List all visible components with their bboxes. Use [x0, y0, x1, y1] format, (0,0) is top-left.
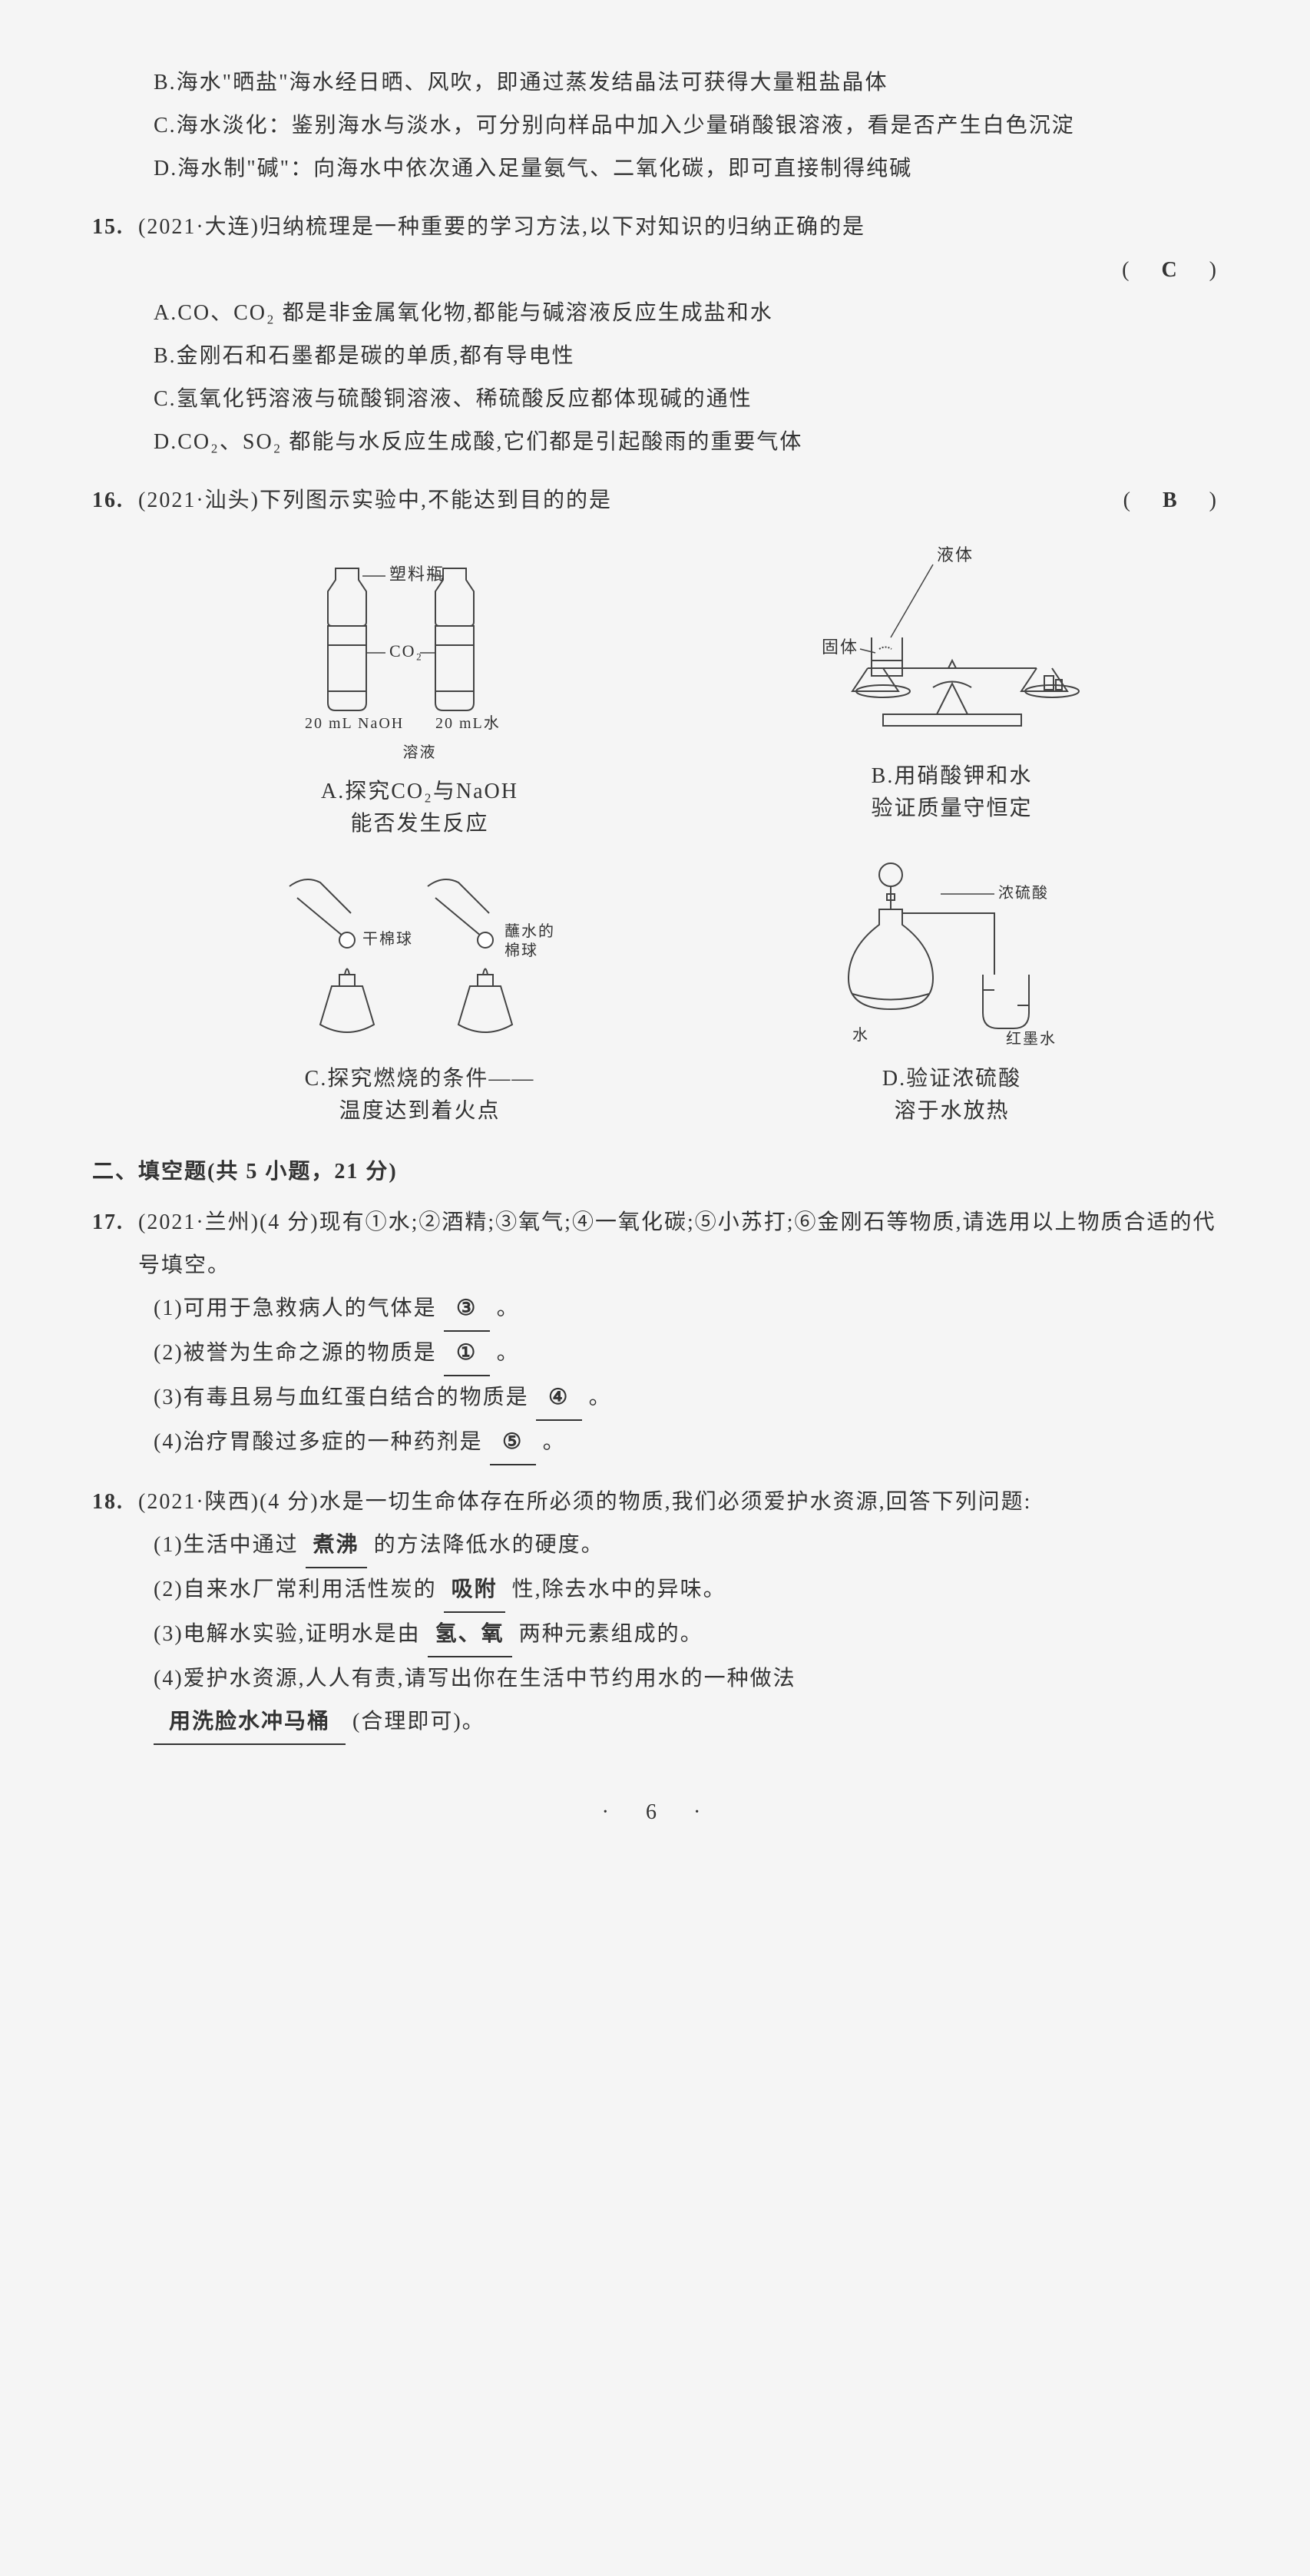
- svg-text:棉球: 棉球: [504, 942, 538, 959]
- q18-sub3-pre: (3)电解水实验,证明水是由: [154, 1622, 421, 1646]
- q18-num: 18.: [92, 1481, 138, 1524]
- q18-sub2: (2)自来水厂常利用活性炭的 吸附 性,除去水中的异味。: [92, 1568, 1218, 1613]
- q18-sub4: (4)爱护水资源,人人有责,请写出你在生活中节约用水的一种做法: [92, 1657, 1218, 1700]
- section2-header: 二、填空题(共 5 小题，21 分): [92, 1151, 1218, 1194]
- diagC-cap1: C.探究燃烧的条件——: [154, 1063, 686, 1095]
- q16-diagA: 塑料瓶 CO₂ 20 mL NaOH 20 mL水 溶液 A.探究CO₂与NaO…: [154, 538, 686, 840]
- q18-sub3-post: 两种元素组成的。: [519, 1622, 703, 1646]
- diagD-cap1: D.验证浓硫酸: [686, 1063, 1218, 1095]
- q17-sub1-ans: ③: [444, 1287, 490, 1332]
- q15-optB: B.金刚石和石墨都是碳的单质,都有导电性: [120, 335, 1218, 378]
- diagA-sub: 溶液: [154, 737, 686, 768]
- q17-sub4: (4)治疗胃酸过多症的一种药剂是 ⑤ 。: [92, 1421, 1218, 1465]
- q18-sub1: (1)生活中通过 煮沸 的方法降低水的硬度。: [92, 1524, 1218, 1568]
- diagB-cap1: B.用硝酸钾和水: [686, 760, 1218, 793]
- q17-sub3-post: 。: [589, 1386, 612, 1409]
- svg-text:水: 水: [852, 1026, 869, 1044]
- q18-sub3-ans: 氢、氧: [428, 1613, 512, 1657]
- q16: 16. (2021·汕头)下列图示实验中,不能达到目的的是 ( B ): [92, 479, 1218, 1127]
- q17-sub1-pre: (1)可用于急救病人的气体是: [154, 1296, 437, 1320]
- svg-text:浓硫酸: 浓硫酸: [998, 884, 1049, 902]
- page-number: · 6 ·: [92, 1791, 1218, 1834]
- q18-sub2-ans: 吸附: [444, 1568, 505, 1613]
- diagC-cap2: 温度达到着火点: [154, 1095, 686, 1127]
- q16-stem-text: (2021·汕头)下列图示实验中,不能达到目的的是: [138, 488, 612, 512]
- q16-diagB-cap: B.用硝酸钾和水 验证质量守恒定: [686, 760, 1218, 825]
- q15-optA: A.CO、CO₂ 都是非金属氧化物,都能与碱溶液反应生成盐和水: [120, 292, 1218, 335]
- q17-sub3: (3)有毒且易与血红蛋白结合的物质是 ④ 。: [92, 1376, 1218, 1421]
- svg-text:干棉球: 干棉球: [362, 930, 413, 948]
- q17-sub2-post: 。: [497, 1341, 520, 1365]
- q15-stem: (2021·大连)归纳梳理是一种重要的学习方法,以下对知识的归纳正确的是: [138, 206, 1218, 249]
- q18-sub1-ans: 煮沸: [306, 1524, 367, 1568]
- q16-diagB: 液体 固体 B.用硝酸钾和水 验证质量守恒定: [686, 538, 1218, 840]
- flask-tube-icon: 浓硫酸 水 红墨水: [806, 856, 1098, 1055]
- q17-sub4-ans: ⑤: [490, 1421, 536, 1465]
- q17-sub1-post: 。: [497, 1296, 520, 1320]
- q16-answer-letter: B: [1155, 488, 1186, 512]
- label-co2: CO₂: [389, 641, 423, 661]
- q15-num: 15.: [92, 206, 138, 249]
- q18-sub2-pre: (2)自来水厂常利用活性炭的: [154, 1578, 437, 1601]
- q16-row2: 干棉球 蘸水的 棉球 C.探究燃烧的条件—— 温度达到着火点: [154, 856, 1218, 1127]
- svg-text:蘸水的: 蘸水的: [504, 922, 555, 940]
- q15-stem-text: (2021·大连)归纳梳理是一种重要的学习方法,以下对知识的归纳正确的是: [138, 215, 865, 239]
- bottles-icon: 塑料瓶 CO₂ 20 mL NaOH 20 mL水: [289, 538, 551, 737]
- q14-optC: C.海水淡化：鉴别海水与淡水，可分别向样品中加入少量硝酸银溶液，看是否产生白色沉…: [120, 104, 1218, 147]
- q18-sub3: (3)电解水实验,证明水是由 氢、氧 两种元素组成的。: [92, 1613, 1218, 1657]
- diagD-cap2: 溶于水放热: [686, 1095, 1218, 1127]
- q18: 18. (2021·陕西)(4 分)水是一切生命体存在所必须的物质,我们必须爱护…: [92, 1481, 1218, 1745]
- q16-stem: (2021·汕头)下列图示实验中,不能达到目的的是 ( B ): [138, 479, 1218, 522]
- q18-sub2-post: 性,除去水中的异味。: [512, 1578, 726, 1601]
- q17: 17. (2021·兰州)(4 分)现有①水;②酒精;③氧气;④一氧化碳;⑤小苏…: [92, 1201, 1218, 1465]
- q16-row1: 塑料瓶 CO₂ 20 mL NaOH 20 mL水 溶液 A.探究CO₂与NaO…: [154, 538, 1218, 840]
- q18-sub1-post: 的方法降低水的硬度。: [374, 1533, 604, 1557]
- q14-optB: B.海水"晒盐"海水经日晒、风吹，即通过蒸发结晶法可获得大量粗盐晶体: [120, 61, 1218, 104]
- q17-sub2: (2)被誉为生命之源的物质是 ① 。: [92, 1332, 1218, 1376]
- svg-text:液体: 液体: [937, 545, 974, 565]
- q18-stem: (2021·陕西)(4 分)水是一切生命体存在所必须的物质,我们必须爱护水资源,…: [138, 1481, 1218, 1524]
- balance-icon: 液体 固体: [806, 538, 1098, 753]
- q17-sub3-pre: (3)有毒且易与血红蛋白结合的物质是: [154, 1386, 529, 1409]
- q17-sub4-pre: (4)治疗胃酸过多症的一种药剂是: [154, 1430, 483, 1454]
- q15-answer-letter: C: [1153, 258, 1186, 282]
- burner-icon: 干棉球 蘸水的 棉球: [274, 856, 566, 1055]
- diagA-cap1: A.探究CO₂与NaOH: [154, 776, 686, 808]
- q17-sub2-pre: (2)被誉为生命之源的物质是: [154, 1341, 437, 1365]
- q17-sub4-post: 。: [543, 1430, 566, 1454]
- svg-text:红墨水: 红墨水: [1006, 1030, 1057, 1048]
- svg-text:20 mL水: 20 mL水: [435, 714, 501, 732]
- label-plastic: 塑料瓶: [389, 565, 445, 584]
- q16-diagD-cap: D.验证浓硫酸 溶于水放热: [686, 1063, 1218, 1127]
- q17-sub3-ans: ④: [536, 1376, 582, 1421]
- q15-optD: D.CO₂、SO₂ 都能与水反应生成酸,它们都是引起酸雨的重要气体: [120, 421, 1218, 464]
- q17-sub2-ans: ①: [444, 1332, 490, 1376]
- q14-options: B.海水"晒盐"海水经日晒、风吹，即通过蒸发结晶法可获得大量粗盐晶体 C.海水淡…: [92, 61, 1218, 190]
- q16-num: 16.: [92, 479, 138, 522]
- diagA-cap2: 能否发生反应: [154, 808, 686, 840]
- svg-text:固体: 固体: [822, 637, 858, 657]
- q16-diagC: 干棉球 蘸水的 棉球 C.探究燃烧的条件—— 温度达到着火点: [154, 856, 686, 1127]
- q18-sub4b: 用洗脸水冲马桶 (合理即可)。: [92, 1700, 1218, 1745]
- q17-stem: (2021·兰州)(4 分)现有①水;②酒精;③氧气;④一氧化碳;⑤小苏打;⑥金…: [138, 1201, 1218, 1287]
- q14-optD: D.海水制"碱"：向海水中依次通入足量氨气、二氧化碳，即可直接制得纯碱: [120, 147, 1218, 190]
- q18-sub1-pre: (1)生活中通过: [154, 1533, 299, 1557]
- q16-diagA-cap: A.探究CO₂与NaOH 能否发生反应: [154, 776, 686, 840]
- q16-answer: ( B ): [1123, 479, 1218, 522]
- q18-sub4-post: (合理即可)。: [352, 1710, 485, 1733]
- q15: 15. (2021·大连)归纳梳理是一种重要的学习方法,以下对知识的归纳正确的是…: [92, 206, 1218, 464]
- q17-num: 17.: [92, 1201, 138, 1287]
- q15-answer: ( C ): [1122, 249, 1218, 292]
- q16-diagD: 浓硫酸 水 红墨水 D.验证浓硫酸 溶于水放热: [686, 856, 1218, 1127]
- q17-sub1: (1)可用于急救病人的气体是 ③ 。: [92, 1287, 1218, 1332]
- q16-diagC-cap: C.探究燃烧的条件—— 温度达到着火点: [154, 1063, 686, 1127]
- svg-text:20 mL NaOH: 20 mL NaOH: [305, 715, 404, 732]
- q18-sub4-ans: 用洗脸水冲马桶: [154, 1700, 346, 1745]
- q15-optC: C.氢氧化钙溶液与硫酸铜溶液、稀硫酸反应都体现碱的通性: [120, 378, 1218, 421]
- diagB-cap2: 验证质量守恒定: [686, 793, 1218, 825]
